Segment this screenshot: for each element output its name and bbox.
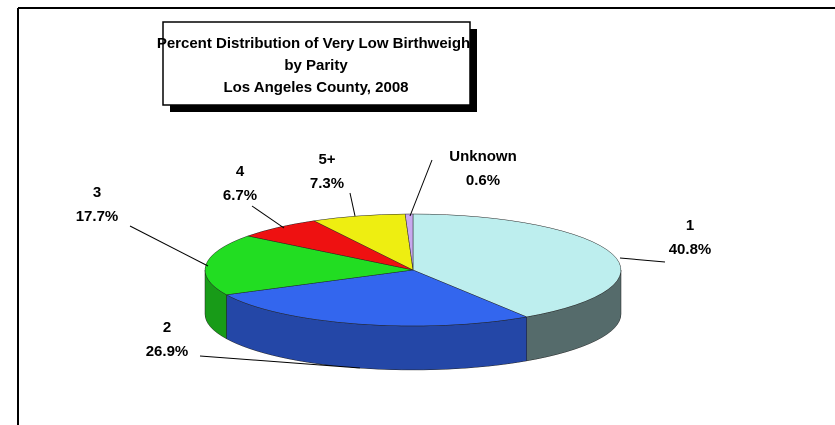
value-label: 0.6% bbox=[466, 172, 500, 189]
pie-slice bbox=[225, 269, 528, 327]
chart-title: Percent Distribution of Very Low Birthwe… bbox=[157, 35, 475, 52]
slice-label: 3 bbox=[93, 184, 101, 201]
leader-line bbox=[199, 355, 361, 369]
leader-line bbox=[251, 205, 285, 229]
value-label: 17.7% bbox=[76, 208, 119, 225]
value-label: 40.8% bbox=[669, 241, 712, 258]
slice-label: 1 bbox=[686, 217, 694, 234]
title-box bbox=[162, 21, 471, 106]
leader-line bbox=[409, 159, 433, 217]
slice-label: 5+ bbox=[318, 151, 335, 168]
slice-label: 4 bbox=[236, 163, 245, 180]
value-label: 26.9% bbox=[146, 343, 189, 360]
slice-label: 2 bbox=[163, 319, 171, 336]
pie-slice bbox=[404, 213, 414, 271]
leader-line bbox=[619, 257, 666, 263]
chart-title: Los Angeles County, 2008 bbox=[223, 79, 408, 96]
leader-line bbox=[129, 225, 209, 267]
value-label: 7.3% bbox=[310, 175, 344, 192]
slice-label: Unknown bbox=[449, 148, 517, 165]
pie-slice bbox=[412, 213, 622, 318]
value-label: 6.7% bbox=[223, 187, 257, 204]
chart-title: by Parity bbox=[284, 57, 348, 74]
leader-line bbox=[349, 192, 356, 217]
